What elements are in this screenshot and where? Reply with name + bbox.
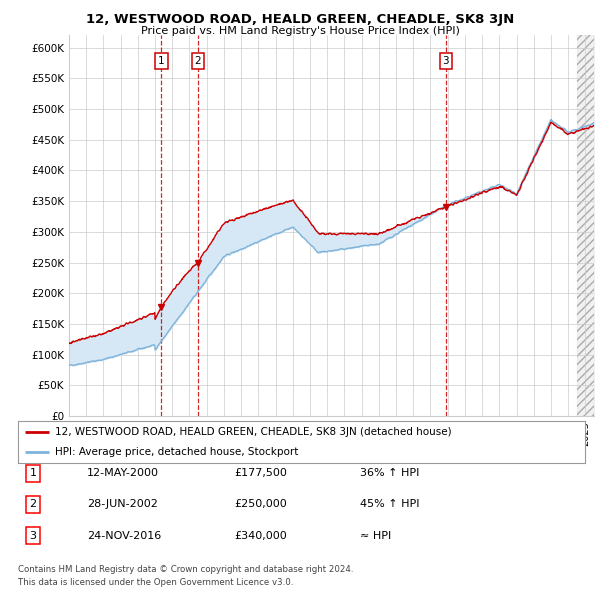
Text: £250,000: £250,000 (234, 500, 287, 509)
Text: 12-MAY-2000: 12-MAY-2000 (87, 468, 159, 478)
Text: 12, WESTWOOD ROAD, HEALD GREEN, CHEADLE, SK8 3JN: 12, WESTWOOD ROAD, HEALD GREEN, CHEADLE,… (86, 13, 514, 26)
Text: ≈ HPI: ≈ HPI (360, 531, 391, 540)
Text: £340,000: £340,000 (234, 531, 287, 540)
Text: £177,500: £177,500 (234, 468, 287, 478)
Text: 2: 2 (194, 56, 201, 66)
Text: 24-NOV-2016: 24-NOV-2016 (87, 531, 161, 540)
Text: This data is licensed under the Open Government Licence v3.0.: This data is licensed under the Open Gov… (18, 578, 293, 587)
Text: 1: 1 (29, 468, 37, 478)
Text: 1: 1 (158, 56, 165, 66)
Text: Contains HM Land Registry data © Crown copyright and database right 2024.: Contains HM Land Registry data © Crown c… (18, 565, 353, 574)
Text: HPI: Average price, detached house, Stockport: HPI: Average price, detached house, Stoc… (55, 447, 298, 457)
Text: 36% ↑ HPI: 36% ↑ HPI (360, 468, 419, 478)
Text: 12, WESTWOOD ROAD, HEALD GREEN, CHEADLE, SK8 3JN (detached house): 12, WESTWOOD ROAD, HEALD GREEN, CHEADLE,… (55, 427, 451, 437)
Text: 3: 3 (443, 56, 449, 66)
Text: 45% ↑ HPI: 45% ↑ HPI (360, 500, 419, 509)
Text: Price paid vs. HM Land Registry's House Price Index (HPI): Price paid vs. HM Land Registry's House … (140, 26, 460, 36)
Text: 2: 2 (29, 500, 37, 509)
Text: 3: 3 (29, 531, 37, 540)
Text: 28-JUN-2002: 28-JUN-2002 (87, 500, 158, 509)
